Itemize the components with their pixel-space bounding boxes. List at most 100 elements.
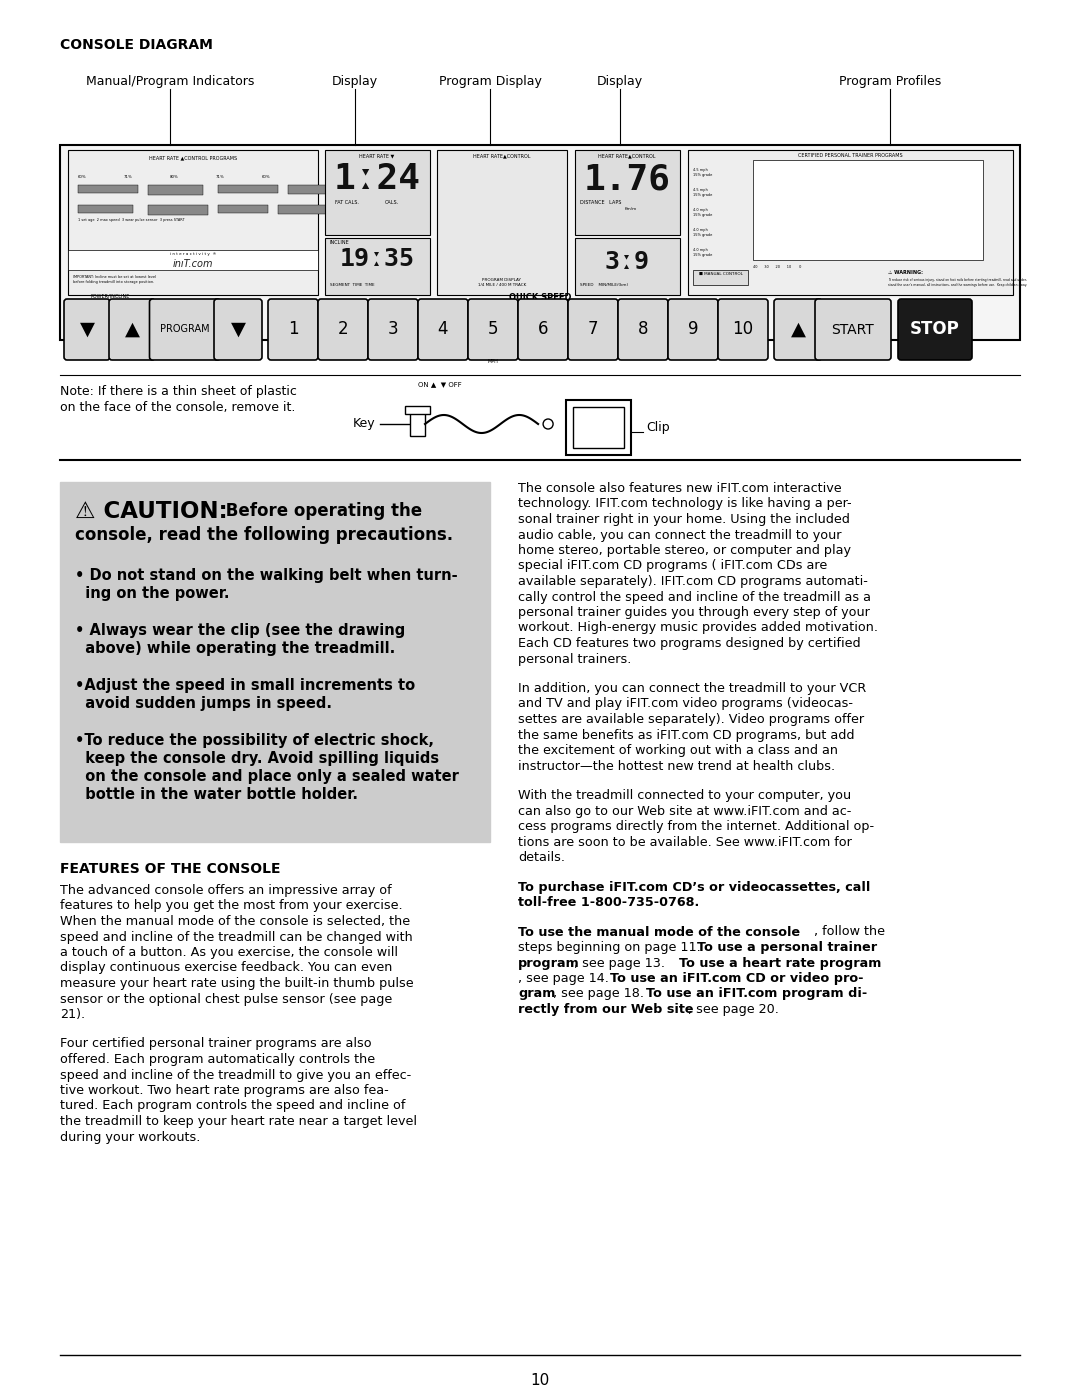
Text: speed and incline of the treadmill can be changed with: speed and incline of the treadmill can b… (60, 930, 413, 943)
Text: 2: 2 (338, 320, 349, 338)
Text: personal trainer guides you through every step of your: personal trainer guides you through ever… (518, 606, 869, 619)
Text: The advanced console offers an impressive array of: The advanced console offers an impressiv… (60, 884, 392, 897)
Text: can also go to our Web site at www.iFIT.com and ac-: can also go to our Web site at www.iFIT.… (518, 805, 851, 817)
Text: display continuous exercise feedback. You can even: display continuous exercise feedback. Yo… (60, 961, 392, 975)
FancyBboxPatch shape (568, 299, 618, 360)
Circle shape (446, 189, 462, 204)
Text: bottle in the water bottle holder.: bottle in the water bottle holder. (75, 787, 357, 802)
Text: audio cable, you can connect the treadmill to your: audio cable, you can connect the treadmi… (518, 528, 841, 542)
Text: tive workout. Two heart rate programs are also fea-: tive workout. Two heart rate programs ar… (60, 1084, 389, 1097)
Circle shape (469, 210, 485, 226)
Text: Each CD features two programs designed by certified: Each CD features two programs designed b… (518, 637, 861, 650)
Circle shape (492, 254, 508, 270)
Text: inıT.com: inıT.com (173, 258, 213, 270)
Circle shape (538, 210, 554, 226)
Bar (218, 205, 268, 212)
Bar (148, 184, 203, 196)
Circle shape (492, 232, 508, 249)
FancyBboxPatch shape (518, 299, 568, 360)
Text: workout. High-energy music provides added motivation.: workout. High-energy music provides adde… (518, 622, 878, 634)
Text: console, read the following precautions.: console, read the following precautions. (75, 527, 454, 543)
Text: 9: 9 (688, 320, 699, 338)
Text: sonal trainer right in your home. Using the included: sonal trainer right in your home. Using … (518, 513, 850, 527)
Circle shape (492, 210, 508, 226)
Text: Before operating the: Before operating the (220, 502, 422, 520)
Text: personal trainers.: personal trainers. (518, 652, 632, 665)
Text: Km/m: Km/m (625, 207, 637, 211)
Text: and TV and play iFIT.com video programs (videocas-: and TV and play iFIT.com video programs … (518, 697, 853, 711)
Text: Manual/Program Indicators: Manual/Program Indicators (85, 75, 254, 88)
Text: 4: 4 (437, 320, 448, 338)
Circle shape (469, 189, 485, 204)
Text: ▼: ▼ (80, 320, 95, 339)
Text: QUICK SPEED: QUICK SPEED (509, 293, 571, 302)
FancyBboxPatch shape (718, 299, 768, 360)
Bar (405, 407, 430, 414)
Bar (325, 149, 430, 235)
Bar (60, 145, 1020, 339)
Text: toll-free 1-800-735-0768.: toll-free 1-800-735-0768. (518, 895, 699, 909)
Text: 1ː24: 1ː24 (334, 162, 420, 196)
Text: 19ː35: 19ː35 (339, 247, 415, 271)
Text: steps beginning on page 11.: steps beginning on page 11. (518, 942, 705, 954)
Text: 3ː9: 3ː9 (605, 250, 649, 274)
Text: 3: 3 (388, 320, 399, 338)
Text: • Always wear the clip (see the drawing: • Always wear the clip (see the drawing (75, 623, 405, 638)
Circle shape (492, 166, 508, 182)
Circle shape (515, 189, 531, 204)
Text: before folding treadmill into storage position.: before folding treadmill into storage po… (73, 279, 154, 284)
Circle shape (538, 166, 554, 182)
Text: To reduce risk of serious injury, stand on foot rails before starting treadmill,: To reduce risk of serious injury, stand … (888, 278, 1027, 282)
Text: • Do not stand on the walking belt when turn-: • Do not stand on the walking belt when … (75, 569, 458, 583)
Text: settes are available separately). Video programs offer: settes are available separately). Video … (518, 712, 864, 726)
Text: Display: Display (332, 75, 378, 88)
Text: To use a heart rate program: To use a heart rate program (679, 957, 881, 970)
Text: above) while operating the treadmill.: above) while operating the treadmill. (75, 641, 395, 657)
Text: ing on the power.: ing on the power. (75, 585, 229, 601)
Text: To use an iFIT.com program di-: To use an iFIT.com program di- (646, 988, 867, 1000)
FancyBboxPatch shape (268, 299, 318, 360)
Bar (68, 250, 318, 270)
Text: the excitement of working out with a class and an: the excitement of working out with a cla… (518, 745, 838, 757)
Text: 1/4 MILE / 400 M TRACK: 1/4 MILE / 400 M TRACK (477, 284, 526, 286)
Text: special iFIT.com CD programs ( iFIT.com CDs are: special iFIT.com CD programs ( iFIT.com … (518, 560, 827, 573)
Text: Display: Display (597, 75, 643, 88)
Bar (278, 205, 333, 214)
Bar (60, 482, 490, 842)
Text: 4.5 mph
15% grade: 4.5 mph 15% grade (693, 168, 712, 176)
Text: To use a personal trainer: To use a personal trainer (697, 942, 877, 954)
Text: START: START (832, 323, 875, 337)
Text: i n t e r a c t i v i t y  ®: i n t e r a c t i v i t y ® (170, 251, 216, 256)
Circle shape (469, 232, 485, 249)
Text: 40      30      20      10       0: 40 30 20 10 0 (753, 265, 801, 270)
Text: 4.0 mph
15% grade: 4.0 mph 15% grade (693, 249, 712, 257)
Text: measure your heart rate using the built-in thumb pulse: measure your heart rate using the built-… (60, 977, 414, 990)
Text: Clip: Clip (646, 420, 670, 433)
Text: HEART RATE▲CONTROL: HEART RATE▲CONTROL (473, 154, 530, 158)
FancyBboxPatch shape (64, 299, 110, 360)
Circle shape (515, 254, 531, 270)
FancyBboxPatch shape (149, 299, 220, 360)
Text: offered. Each program automatically controls the: offered. Each program automatically cont… (60, 1053, 375, 1066)
Text: 71%: 71% (216, 175, 225, 179)
Text: Program Profiles: Program Profiles (839, 75, 941, 88)
Text: the same benefits as iFIT.com CD programs, but add: the same benefits as iFIT.com CD program… (518, 728, 854, 742)
Text: •To reduce the possibility of electric shock,: •To reduce the possibility of electric s… (75, 733, 434, 747)
Text: HEART RATE ▲CONTROL PROGRAMS: HEART RATE ▲CONTROL PROGRAMS (149, 155, 238, 161)
Text: on the console and place only a sealed water: on the console and place only a sealed w… (75, 768, 459, 784)
Text: CONSOLE DIAGRAM: CONSOLE DIAGRAM (60, 38, 213, 52)
Text: 1: 1 (287, 320, 298, 338)
Circle shape (446, 210, 462, 226)
Bar (575, 149, 680, 235)
Text: program: program (518, 957, 580, 970)
Text: features to help you get the most from your exercise.: features to help you get the most from y… (60, 900, 403, 912)
Text: keep the console dry. Avoid spilling liquids: keep the console dry. Avoid spilling liq… (75, 752, 440, 766)
Text: 5: 5 (488, 320, 498, 338)
Bar (693, 270, 748, 285)
Text: , see page 20.: , see page 20. (688, 1003, 779, 1016)
Text: Four certified personal trainer programs are also: Four certified personal trainer programs… (60, 1038, 372, 1051)
Text: PROGRAM: PROGRAM (160, 324, 210, 334)
Text: The console also features new iFIT.com interactive: The console also features new iFIT.com i… (518, 482, 841, 495)
Bar (753, 161, 983, 260)
Text: during your workouts.: during your workouts. (60, 1130, 201, 1144)
